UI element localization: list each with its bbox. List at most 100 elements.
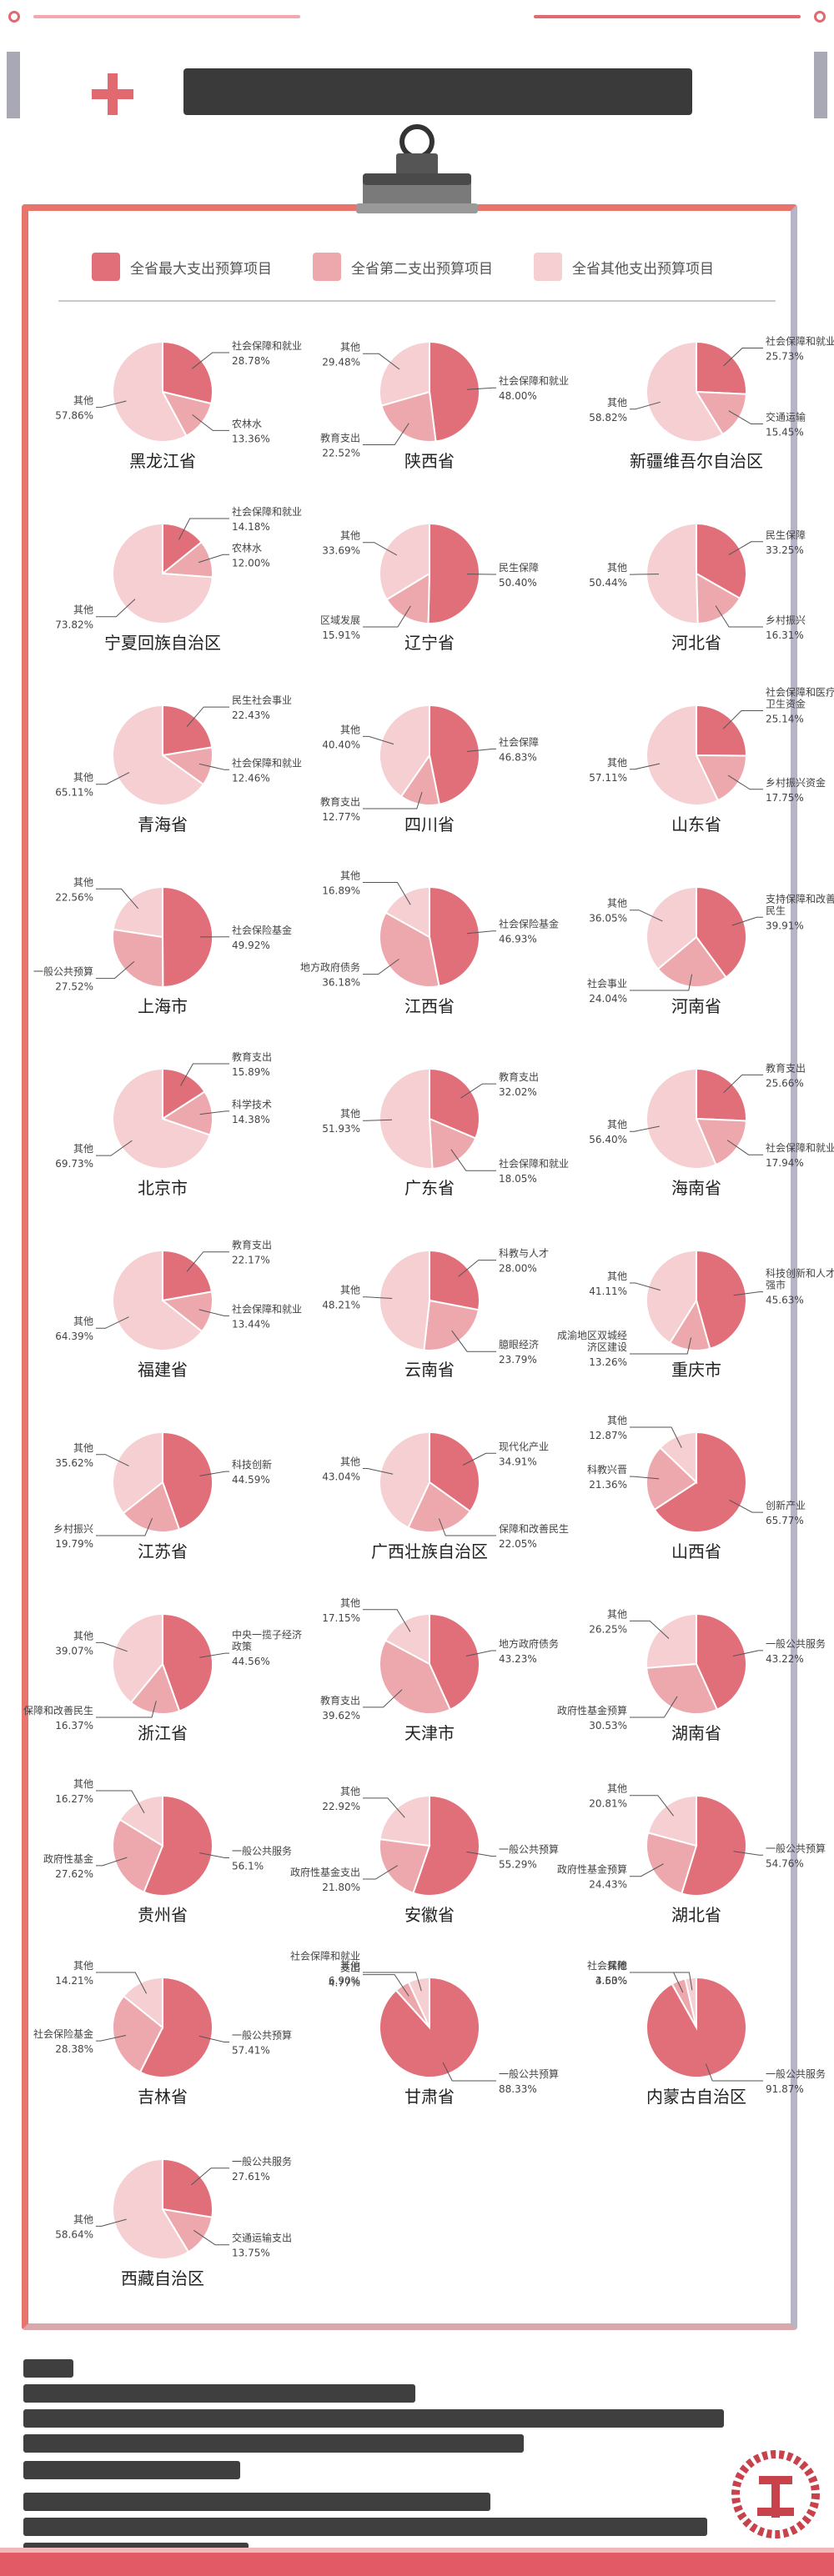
- label-leader-line: [96, 400, 127, 408]
- label-leader-line: [630, 763, 661, 770]
- footer-text-block: [23, 2518, 707, 2536]
- slice-label: 社会保障和就业: [766, 1141, 834, 1154]
- slice-percent-label: 24.04%: [589, 993, 627, 1005]
- pie-chart-grid: 社会保障和就业28.78%农林水13.36%其他57.86%黑龙江省社会保障和就…: [23, 335, 834, 2289]
- label-leader-line: [732, 1650, 763, 1656]
- slice-percent-label: 17.94%: [766, 1157, 804, 1169]
- slice-label: 臆眼经济: [499, 1338, 539, 1351]
- label-leader-line: [363, 1974, 409, 1997]
- pie-chart: 现代化产业 34.91% 保障和改善民生 22.05% 其他 43.04% 广西壮族自治区: [322, 1431, 569, 1561]
- strip-dot-right: [814, 11, 826, 23]
- slice-percent-label: 28.78%: [232, 355, 270, 367]
- label-leader-line: [199, 1110, 229, 1115]
- label-leader-line: [363, 1296, 393, 1299]
- slice-label: 其他: [73, 1143, 93, 1155]
- slice-label: 成渝地区双城经: [557, 1329, 627, 1341]
- slice-percent-label: 43.23%: [499, 1653, 537, 1665]
- slice-percent-label: 58.82%: [589, 412, 627, 423]
- slice-percent-label: 39.91%: [766, 920, 804, 931]
- pie-chart-title: 湖南省: [671, 1723, 721, 1743]
- slice-percent-label: 50.40%: [499, 577, 537, 589]
- pie-chart-title: 山西省: [671, 1541, 721, 1561]
- pie-slice-largest: [162, 2158, 214, 2218]
- slice-label: 政策: [232, 1641, 252, 1652]
- slice-label: 社会保障和就业: [499, 374, 569, 387]
- pie-slice-other: [659, 1431, 697, 1485]
- slice-label: 社会保障和就业: [232, 339, 302, 352]
- slice-percent-label: 48.00%: [499, 390, 537, 402]
- slice-label: 其他: [340, 1456, 360, 1468]
- footer-text-block: [23, 2493, 490, 2511]
- slice-label: 其他: [73, 1316, 93, 1327]
- label-leader-line: [450, 1149, 496, 1171]
- slice-percent-label: 14.21%: [55, 1975, 93, 1987]
- slice-label: 民生: [766, 905, 786, 916]
- legend-item-second: 全省第二支出预算项目: [313, 250, 493, 283]
- pie-chart-title: 安徽省: [404, 1905, 455, 1925]
- slice-label: 社会保障: [499, 735, 539, 748]
- slice-percent-label: 56.1%: [232, 1861, 264, 1872]
- strip-line-right: [534, 15, 801, 18]
- slice-label: 社会保障和就业: [499, 1157, 569, 1170]
- pie-chart: 一般公共服务 56.1% 政府性基金 27.62% 其他 16.27% 贵州省: [43, 1778, 292, 1925]
- pie-slice-second: [656, 935, 727, 988]
- label-leader-line: [728, 541, 763, 555]
- pie-chart: 社会保障 46.83% 教育支出 12.77% 其他 40.40% 四川省: [320, 704, 539, 834]
- pie-chart-title: 西藏自治区: [121, 2268, 204, 2288]
- pie-slice-largest: [696, 1067, 747, 1122]
- pie-chart: 社会保险基金 49.92% 一般公共预算 27.52% 其他 22.56% 上海市: [33, 876, 292, 1016]
- slice-percent-label: 27.61%: [232, 2171, 270, 2183]
- slice-label: 政府性基金支出: [290, 1866, 360, 1878]
- slice-percent-label: 6.90%: [329, 1975, 360, 1987]
- label-leader-line: [630, 1972, 693, 1991]
- slice-percent-label: 12.87%: [589, 1430, 627, 1441]
- slice-percent-label: 17.15%: [322, 1612, 360, 1624]
- slice-percent-label: 65.77%: [766, 1515, 804, 1526]
- slice-label: 农林水: [232, 542, 262, 554]
- slice-percent-label: 36.05%: [589, 913, 627, 925]
- pie-chart: 社会保障和就业 25.73% 交通运输 15.45% 其他 58.82% 新疆维吾尔自治区: [589, 335, 834, 472]
- label-leader-line: [96, 2218, 127, 2227]
- slice-label: 其他: [340, 870, 360, 882]
- page-title-block: [183, 68, 692, 115]
- pie-slice-largest: [427, 522, 481, 624]
- label-leader-line: [726, 1140, 763, 1155]
- slice-label: 其他: [340, 724, 360, 735]
- label-leader-line: [630, 1863, 664, 1877]
- slice-label: 教育支出: [766, 1061, 806, 1074]
- slice-percent-label: 22.43%: [232, 709, 270, 721]
- slice-percent-label: 22.56%: [55, 891, 93, 903]
- slice-percent-label: 24.43%: [589, 1879, 627, 1891]
- label-leader-line: [630, 1696, 678, 1718]
- slice-label: 一般公共预算: [232, 2029, 292, 2042]
- pie-chart: 民生社会事业 22.43% 社会保障和就业 12.46% 其他 65.11% 青海省: [55, 694, 302, 834]
- pie-chart: 社会保障和就业 48.00% 教育支出 22.52% 其他 29.48% 陕西省: [320, 340, 569, 471]
- slice-percent-label: 40.40%: [322, 739, 360, 750]
- label-leader-line: [466, 748, 496, 752]
- pie-chart-title: 湖北省: [671, 1905, 721, 1925]
- footer-text-block: [23, 2461, 240, 2479]
- label-leader-line: [198, 2035, 229, 2042]
- pie-chart: 一般公共预算 55.29% 政府性基金支出 21.80% 其他 22.92% 安徽省: [290, 1786, 559, 1925]
- slice-label: 其他: [607, 1415, 627, 1426]
- label-leader-line: [630, 910, 663, 922]
- slice-label: 区域发展: [320, 614, 360, 626]
- slice-percent-label: 27.52%: [55, 981, 93, 993]
- footer-text-block: [23, 2384, 415, 2403]
- slice-percent-label: 35.62%: [55, 1457, 93, 1469]
- slice-label: 社会保障和就业: [766, 335, 834, 348]
- slice-percent-label: 36.18%: [322, 977, 360, 989]
- slice-label: 现代化产业: [499, 1441, 549, 1452]
- legend-item-largest: 全省最大支出预算项目: [92, 250, 272, 283]
- slice-percent-label: 12.77%: [322, 811, 360, 823]
- slice-label: 其他: [607, 1119, 627, 1130]
- label-leader-line: [363, 1689, 403, 1708]
- pie-chart-title: 云南省: [404, 1360, 455, 1380]
- label-leader-line: [198, 554, 229, 564]
- slice-label: 一般公共预算: [499, 2067, 559, 2080]
- pie-chart: 地方政府债务 43.23% 教育支出 39.62% 其他 17.15% 天津市: [320, 1597, 559, 1743]
- slice-percent-label: 30.53%: [589, 1720, 627, 1732]
- slice-percent-label: 12.00%: [232, 557, 270, 569]
- label-leader-line: [466, 387, 496, 390]
